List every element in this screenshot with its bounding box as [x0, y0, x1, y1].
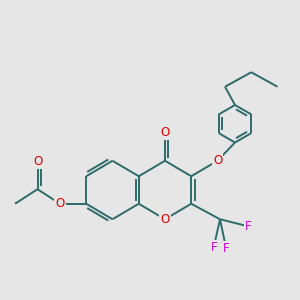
Text: O: O — [213, 154, 222, 167]
Text: O: O — [160, 213, 169, 226]
Text: O: O — [33, 155, 42, 168]
Text: O: O — [56, 197, 64, 210]
Text: F: F — [210, 241, 217, 254]
Text: O: O — [160, 126, 169, 139]
Text: F: F — [223, 242, 230, 255]
Text: F: F — [245, 220, 251, 233]
